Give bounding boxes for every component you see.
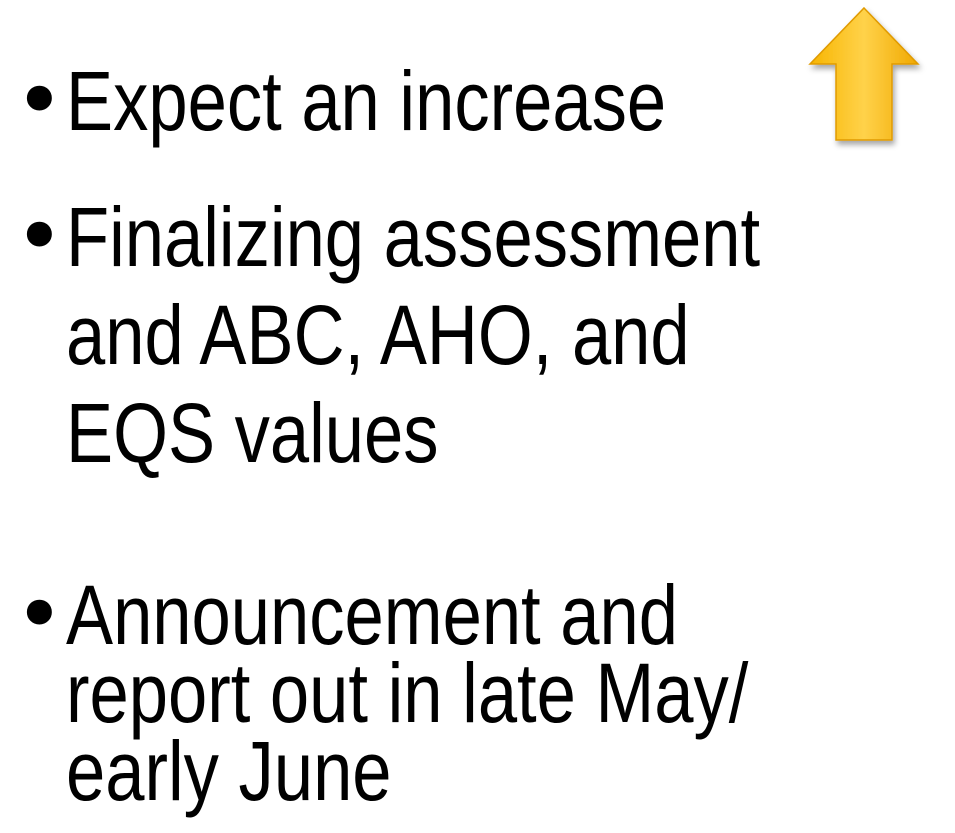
bullet-dot: • [14, 565, 65, 665]
bullet-text: Announcement and [66, 568, 678, 662]
bullet-text: EQS values [66, 386, 439, 480]
up-arrow-icon [808, 6, 920, 141]
bullet-text: Expect an increase [66, 54, 667, 148]
bullet-dot: • [14, 187, 65, 287]
bullet-text: report out in late May/ [66, 646, 749, 740]
bullet-text: and ABC, AHO, and [66, 288, 690, 382]
bullet-dot: • [14, 51, 65, 151]
bullet-text: early June [66, 724, 392, 818]
bullet-text: Finalizing assessment [66, 190, 761, 284]
